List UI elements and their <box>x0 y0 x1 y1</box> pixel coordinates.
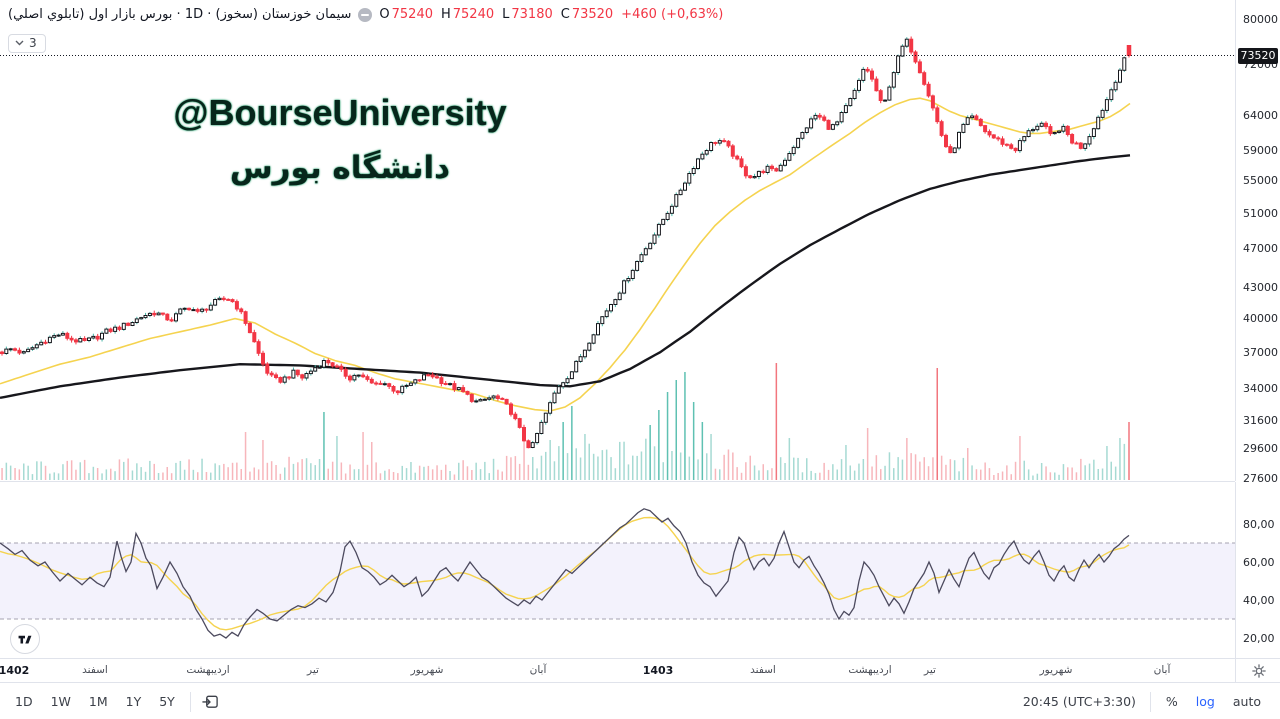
price-axis-label: 47000 <box>1243 242 1278 255</box>
rsi-axis[interactable]: 80,00 60,00 40,00 20,00 <box>1235 482 1280 658</box>
time-axis-month-label: شهریور <box>410 664 444 676</box>
time-axis-month-label: آبان <box>529 664 547 676</box>
ohlc-values: O 75240 H 75240 L 73180 C 73520 +460 (+0,63%… <box>379 6 723 24</box>
bottom-toolbar: 1D 1W 1M 1Y 5Y 20:45 (UTC+3:30) % log au… <box>0 682 1280 719</box>
change-value: +460 (+0,63%) <box>621 7 724 22</box>
clock-timezone-button[interactable]: 20:45 (UTC+3:30) <box>1022 694 1136 709</box>
close-value: 73520 <box>571 7 614 22</box>
price-axis-label: 43000 <box>1243 281 1278 294</box>
high-label: H <box>440 7 451 22</box>
high-value: 75240 <box>452 7 495 22</box>
price-axis-label: 51000 <box>1243 207 1278 220</box>
time-axis-month-label: تیر <box>924 664 936 676</box>
go-to-date-button[interactable] <box>197 688 225 716</box>
time-axis[interactable]: 1402 اسفند اردیبهشت تیر شهریور آبان 1403 اسفند ا… <box>0 658 1235 683</box>
toolbar-divider <box>189 691 191 712</box>
time-axis-month-label: اردیبهشت <box>186 664 230 676</box>
time-axis-month-label: اسفند <box>82 664 108 676</box>
range-5y-button[interactable]: 5Y <box>159 694 175 709</box>
log-scale-button[interactable]: log <box>1195 694 1215 709</box>
symbol-legend: سيمان خوزستان (سخوز) · 1D · بورس بازار ا… <box>8 6 723 53</box>
ma-slow-line <box>0 154 1131 399</box>
price-axis-label: 64000 <box>1243 109 1278 122</box>
range-1m-button[interactable]: 1M <box>88 694 108 709</box>
price-axis-label: 31600 <box>1243 414 1278 427</box>
price-axis-label: 37000 <box>1243 346 1278 359</box>
auto-scale-button[interactable]: auto <box>1232 694 1261 709</box>
candlestick-series <box>0 36 1132 449</box>
time-axis-month-label: آبان <box>1153 664 1171 676</box>
open-label: O <box>379 7 390 22</box>
time-axis-month-label: شهریور <box>1039 664 1073 676</box>
volume-series <box>1 363 1130 480</box>
indicator-count: 3 <box>29 36 37 50</box>
low-value: 73180 <box>511 7 553 22</box>
price-axis-label: 40000 <box>1243 312 1278 325</box>
symbol-title[interactable]: سيمان خوزستان (سخوز) · 1D · بورس بازار ا… <box>8 7 352 22</box>
range-1w-button[interactable]: 1W <box>50 694 71 709</box>
gear-icon <box>1251 664 1266 678</box>
low-label: L <box>502 7 510 22</box>
toolbar-divider <box>1149 691 1151 712</box>
tradingview-logo[interactable] <box>10 624 40 654</box>
rsi-axis-label: 60,00 <box>1243 556 1275 569</box>
go-to-date-icon <box>202 695 219 708</box>
last-candle-body <box>1126 45 1132 56</box>
price-axis-label: 27600 <box>1243 472 1278 485</box>
percent-scale-button[interactable]: % <box>1165 694 1178 709</box>
range-1y-button[interactable]: 1Y <box>125 694 142 709</box>
rsi-axis-label: 80,00 <box>1243 518 1275 531</box>
time-axis-month-label: اردیبهشت <box>848 664 892 676</box>
close-label: C <box>560 7 570 22</box>
rsi-axis-label: 40,00 <box>1243 594 1275 607</box>
price-axis-label: 29600 <box>1243 442 1278 455</box>
price-pane[interactable] <box>0 0 1235 481</box>
time-axis-year-label: 1403 <box>642 664 674 677</box>
price-axis[interactable]: 73520 80000 72000 64000 59000 55000 51000 4700… <box>1235 0 1280 485</box>
rsi-pane[interactable] <box>0 481 1235 658</box>
time-axis-year-label: 1402 <box>0 664 30 677</box>
price-axis-label: 59000 <box>1243 144 1278 157</box>
chevron-down-icon <box>15 40 24 46</box>
price-axis-label: 34000 <box>1243 382 1278 395</box>
axis-settings-corner[interactable] <box>1235 658 1280 683</box>
rsi-band <box>0 543 1235 619</box>
range-1d-button[interactable]: 1D <box>15 694 33 709</box>
indicators-collapse-button[interactable]: 3 <box>8 34 46 53</box>
rsi-axis-label: 20,00 <box>1243 632 1275 645</box>
time-axis-month-label: اسفند <box>750 664 776 676</box>
last-price-badge: 73520 <box>1238 48 1278 64</box>
ma-fast-line <box>0 97 1131 412</box>
open-value: 75240 <box>391 7 433 22</box>
rsi-line <box>0 508 1130 639</box>
tradingview-logo-icon <box>18 635 32 644</box>
time-axis-month-label: تیر <box>307 664 319 676</box>
price-axis-label: 80000 <box>1243 13 1278 26</box>
source-toggle-icon[interactable] <box>358 8 373 22</box>
price-axis-label: 55000 <box>1243 174 1278 187</box>
